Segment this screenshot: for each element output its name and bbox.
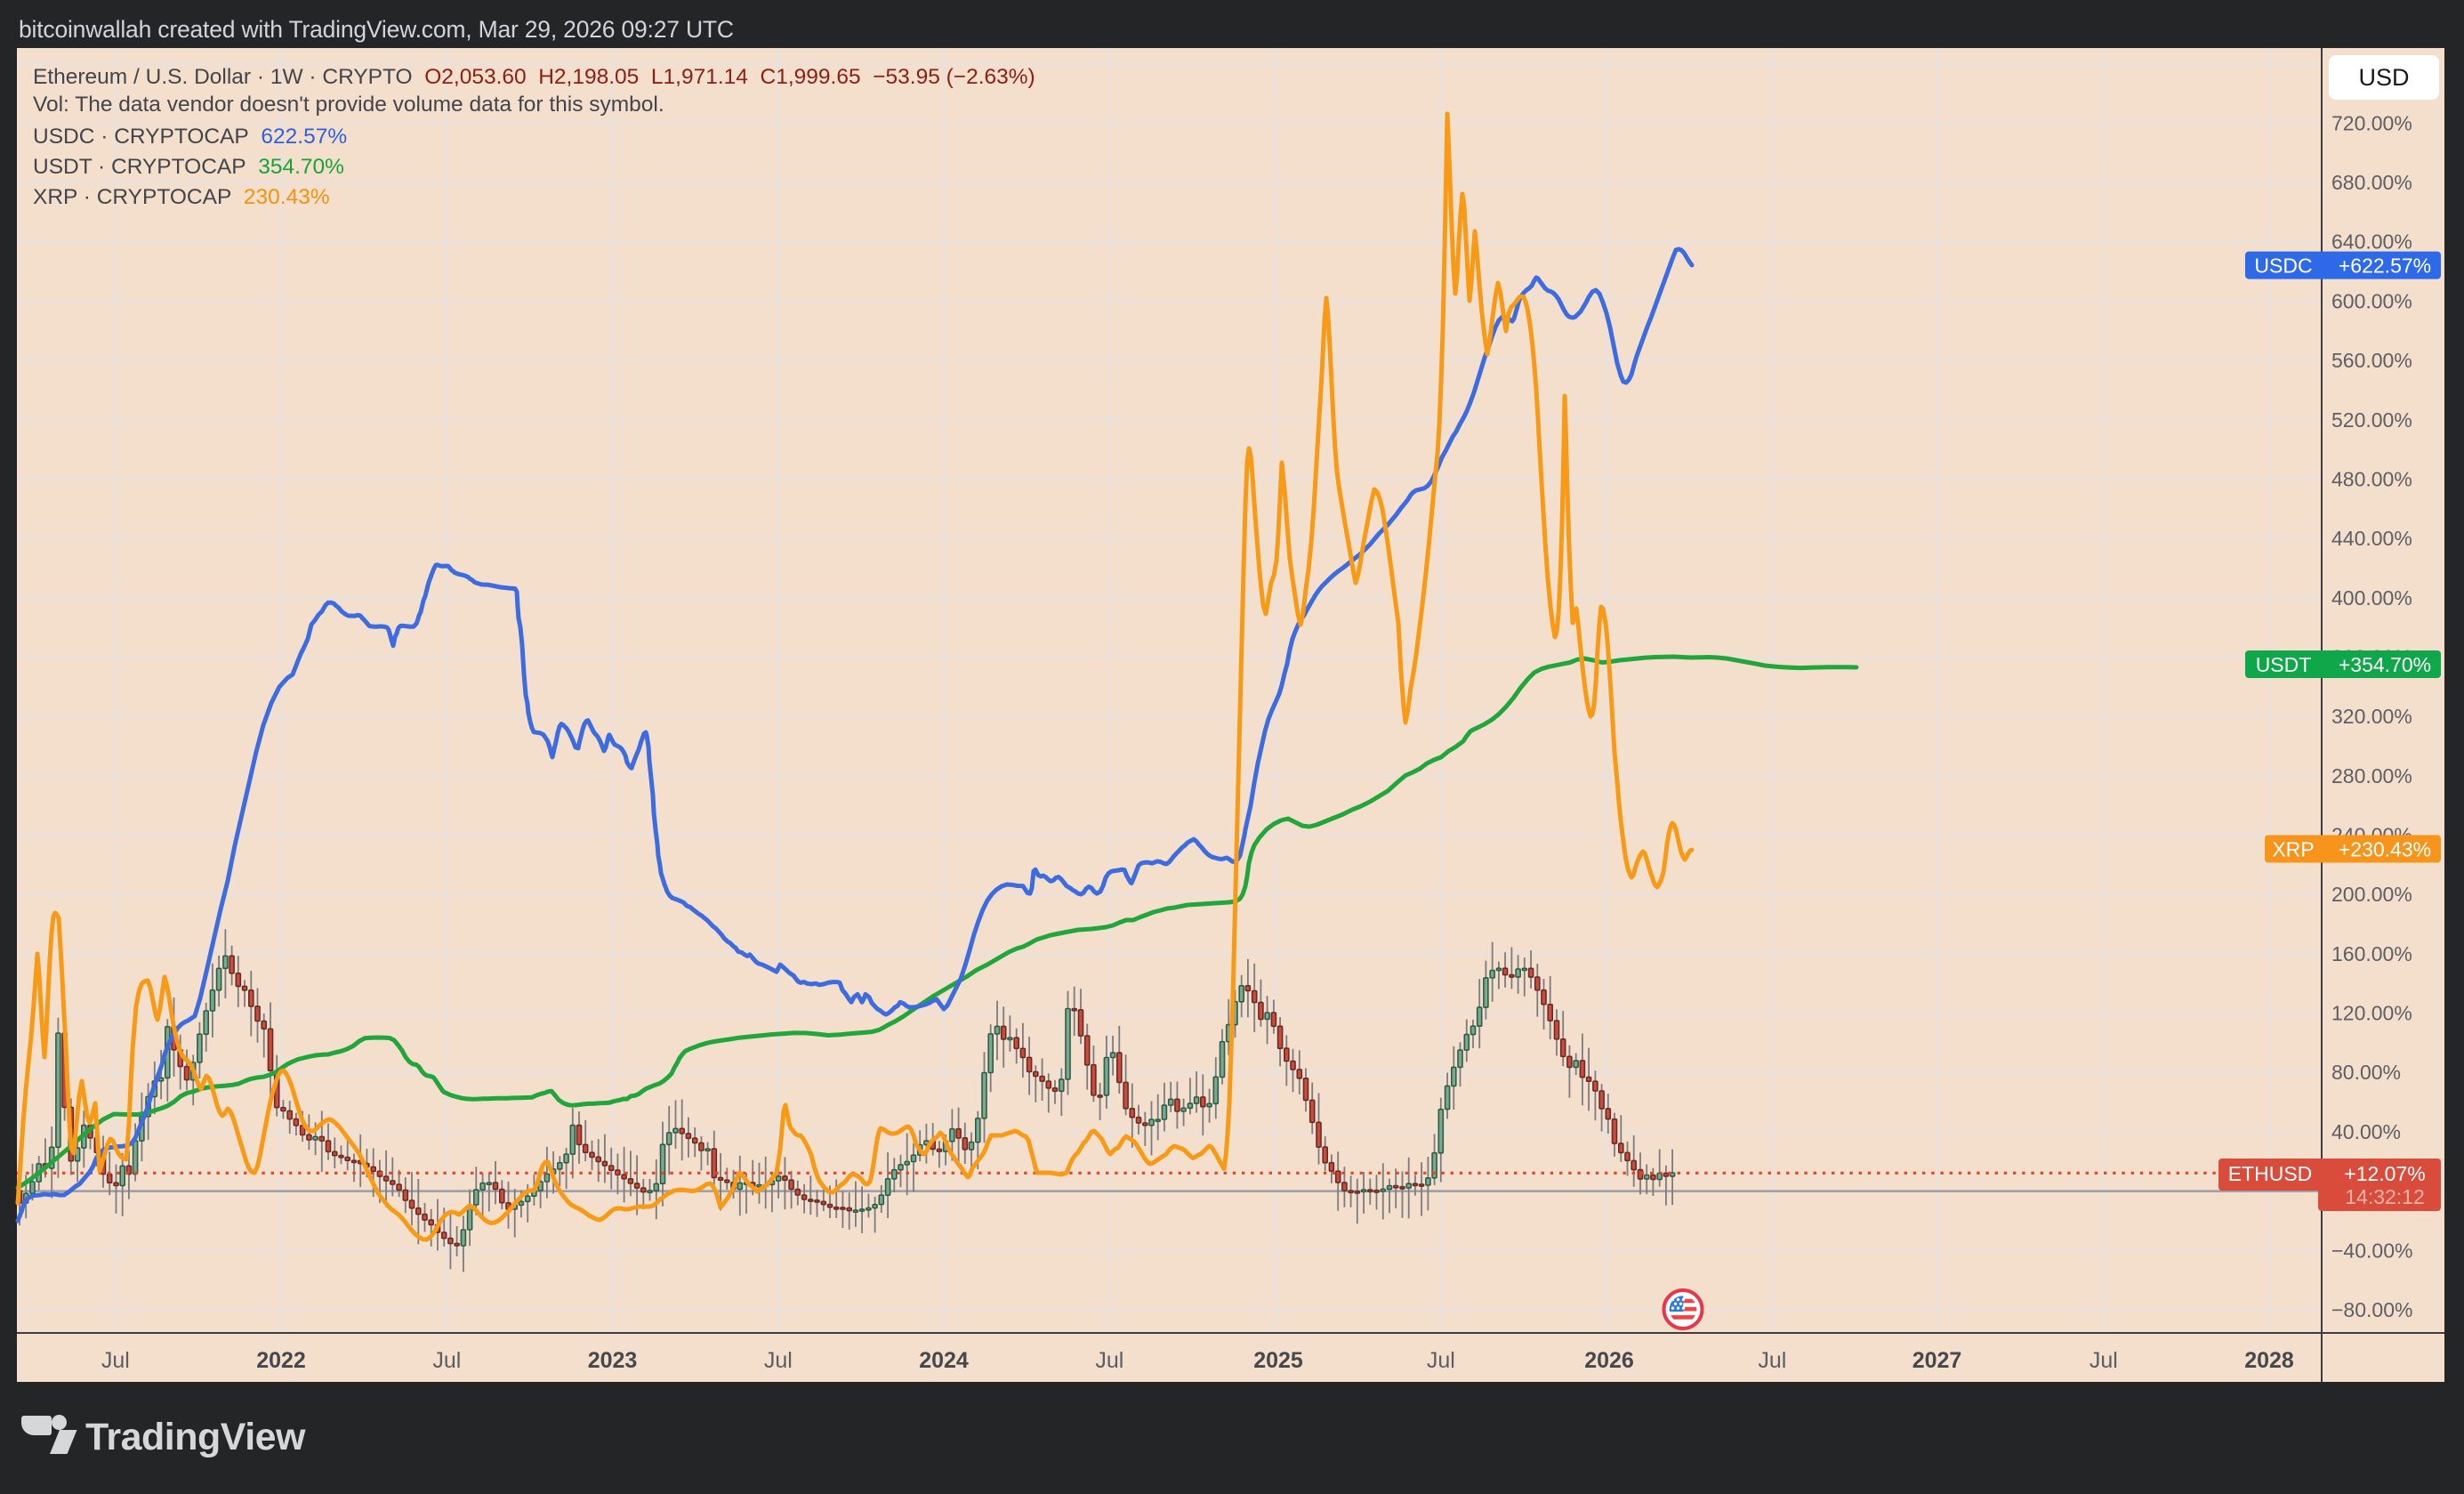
svg-text:Jul: Jul <box>764 1348 793 1373</box>
svg-text:40.00%: 40.00% <box>2331 1120 2401 1143</box>
svg-text:2028: 2028 <box>2244 1348 2294 1373</box>
svg-text:2022: 2022 <box>256 1348 306 1373</box>
svg-text:280.00%: 280.00% <box>2331 764 2412 787</box>
svg-text:ETHUSD: ETHUSD <box>2228 1162 2313 1185</box>
svg-text:Jul: Jul <box>1758 1348 1786 1373</box>
svg-text:640.00%: 640.00% <box>2331 230 2412 254</box>
svg-text:USDT: USDT <box>2256 653 2312 676</box>
svg-text:2027: 2027 <box>1912 1348 1962 1373</box>
svg-text:+354.70%: +354.70% <box>2339 653 2431 676</box>
svg-text:Jul: Jul <box>432 1348 461 1373</box>
svg-text:480.00%: 480.00% <box>2331 467 2412 490</box>
svg-text:bitcoinwallah created with Tra: bitcoinwallah created with TradingView.c… <box>19 16 734 43</box>
svg-text:−40.00%: −40.00% <box>2331 1239 2412 1262</box>
svg-text:Jul: Jul <box>2090 1348 2118 1373</box>
svg-text:440.00%: 440.00% <box>2331 527 2412 550</box>
svg-text:USDT · CRYPTOCAP 354.70%: USDT · CRYPTOCAP 354.70% <box>33 155 344 179</box>
svg-text:+230.43%: +230.43% <box>2339 838 2431 861</box>
svg-text:Jul: Jul <box>1427 1348 1455 1373</box>
svg-text:TradingView: TradingView <box>85 1416 306 1458</box>
svg-text:160.00%: 160.00% <box>2331 942 2412 965</box>
svg-text:2023: 2023 <box>588 1348 638 1373</box>
svg-text:2024: 2024 <box>919 1348 969 1373</box>
svg-text:14:32:12: 14:32:12 <box>2345 1185 2425 1208</box>
svg-text:80.00%: 80.00% <box>2331 1061 2401 1084</box>
svg-text:XRP · CRYPTOCAP 230.43%: XRP · CRYPTOCAP 230.43% <box>33 185 330 209</box>
svg-text:320.00%: 320.00% <box>2331 705 2412 728</box>
svg-text:400.00%: 400.00% <box>2331 586 2412 610</box>
svg-text:560.00%: 560.00% <box>2331 349 2412 372</box>
svg-text:600.00%: 600.00% <box>2331 289 2412 312</box>
svg-text:200.00%: 200.00% <box>2331 883 2412 906</box>
svg-text:Jul: Jul <box>1095 1348 1123 1373</box>
svg-text:120.00%: 120.00% <box>2331 1002 2412 1025</box>
svg-text:2026: 2026 <box>1584 1348 1634 1373</box>
svg-text:+12.07%: +12.07% <box>2344 1162 2425 1185</box>
svg-text:2025: 2025 <box>1253 1348 1303 1373</box>
svg-text:Jul: Jul <box>101 1348 130 1373</box>
svg-text:720.00%: 720.00% <box>2331 111 2412 134</box>
svg-text:USD: USD <box>2358 64 2409 91</box>
svg-text:Ethereum / U.S. Dollar · 1W ·: Ethereum / U.S. Dollar · 1W · CRYPTO O2,… <box>33 65 1035 89</box>
svg-text:Vol: The data vendor doesn't p: Vol: The data vendor doesn't provide vol… <box>33 93 664 117</box>
svg-text:+622.57%: +622.57% <box>2339 254 2431 278</box>
svg-text:520.00%: 520.00% <box>2331 408 2412 432</box>
svg-text:XRP: XRP <box>2272 838 2314 861</box>
svg-text:−80.00%: −80.00% <box>2331 1298 2412 1321</box>
svg-text:USDC: USDC <box>2254 254 2312 278</box>
svg-text:USDC · CRYPTOCAP 622.57%: USDC · CRYPTOCAP 622.57% <box>33 125 347 149</box>
svg-text:680.00%: 680.00% <box>2331 171 2412 194</box>
